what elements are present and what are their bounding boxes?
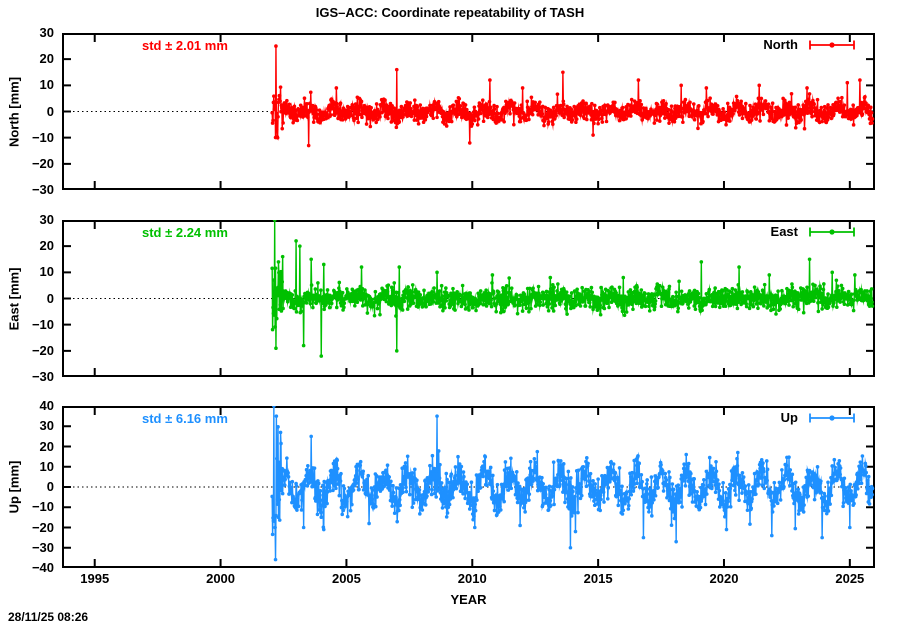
errorbar-legend-icon: [807, 39, 857, 51]
x-tick-label: 2005: [331, 571, 361, 586]
panel-east: 30 20 10 0 −10 −20 −30 East [mm] std ± 2.24 mm Ea…: [7, 212, 875, 384]
y-tick-label: −10: [31, 499, 54, 515]
y-axis-title-east: East [mm]: [6, 267, 22, 330]
y-tick-label: −20: [31, 519, 54, 535]
y-tick-label: 40: [39, 398, 54, 413]
x-axis-title: YEAR: [450, 592, 487, 607]
legend-east: East: [771, 224, 857, 239]
y-tick-label: 20: [39, 238, 54, 254]
y-tick-label: 30: [39, 212, 54, 227]
legend-label: North: [763, 37, 798, 52]
x-tick-label: 2020: [709, 571, 739, 586]
y-tick-label: −30: [31, 182, 54, 197]
y-tick-label: 0: [46, 290, 54, 306]
y-tick-label: −40: [31, 560, 54, 575]
y-tick-label: −30: [31, 369, 54, 384]
chart-title: IGS–ACC: Coordinate repeatability of TAS…: [315, 5, 585, 20]
x-tick-label: 2000: [206, 571, 236, 586]
x-axis-tick-labels: 1995 2000 2005 2010 2015 2020 2025: [0, 571, 900, 587]
y-tick-label: −20: [31, 155, 54, 171]
errorbar-legend-icon: [807, 412, 857, 424]
timestamp: 28/11/25 08:26: [8, 610, 89, 624]
y-tick-label: −10: [31, 129, 54, 145]
std-annotation-north: std ± 2.01 mm: [142, 38, 228, 53]
y-tick-label: −20: [31, 342, 54, 358]
y-tick-label: 20: [39, 51, 54, 67]
y-tick-label: −10: [31, 316, 54, 332]
legend-label: East: [770, 224, 798, 239]
y-tick-label: −30: [31, 539, 54, 555]
legend-north: North: [763, 37, 857, 52]
legend-label: Up: [780, 410, 798, 425]
panel-plot-east: [62, 220, 875, 377]
y-tick-label: 10: [39, 77, 54, 93]
y-tick-label: 20: [39, 438, 54, 454]
errorbar-legend-icon: [807, 226, 857, 238]
y-tick-label: 30: [39, 418, 54, 434]
y-tick-label: 30: [39, 25, 54, 40]
x-tick-label: 2010: [457, 571, 487, 586]
panel-plot-up: [62, 406, 875, 568]
y-tick-label: 0: [46, 103, 54, 119]
panel-up: 40 30 20 10 0 −10 −20 −30 −40 Up [mm] std ± 6.16 m…: [7, 398, 875, 575]
y-axis-title-up: Up [mm]: [6, 460, 22, 514]
std-annotation-east: std ± 2.24 mm: [142, 225, 228, 240]
y-tick-label: 10: [39, 264, 54, 280]
x-tick-label: 2015: [583, 571, 613, 586]
y-axis-title-north: North [mm]: [6, 76, 22, 147]
legend-up: Up: [781, 410, 857, 425]
panel-plot-north: [62, 33, 875, 190]
std-annotation-up: std ± 6.16 mm: [142, 411, 228, 426]
x-tick-label: 2025: [835, 571, 865, 586]
panel-north: 30 20 10 0 −10 −20 −30 North [mm] std ± 2.01 mm N…: [7, 25, 875, 197]
x-tick-label: 1995: [80, 571, 110, 586]
y-tick-label: 10: [39, 458, 54, 474]
y-tick-label: 0: [46, 479, 54, 494]
